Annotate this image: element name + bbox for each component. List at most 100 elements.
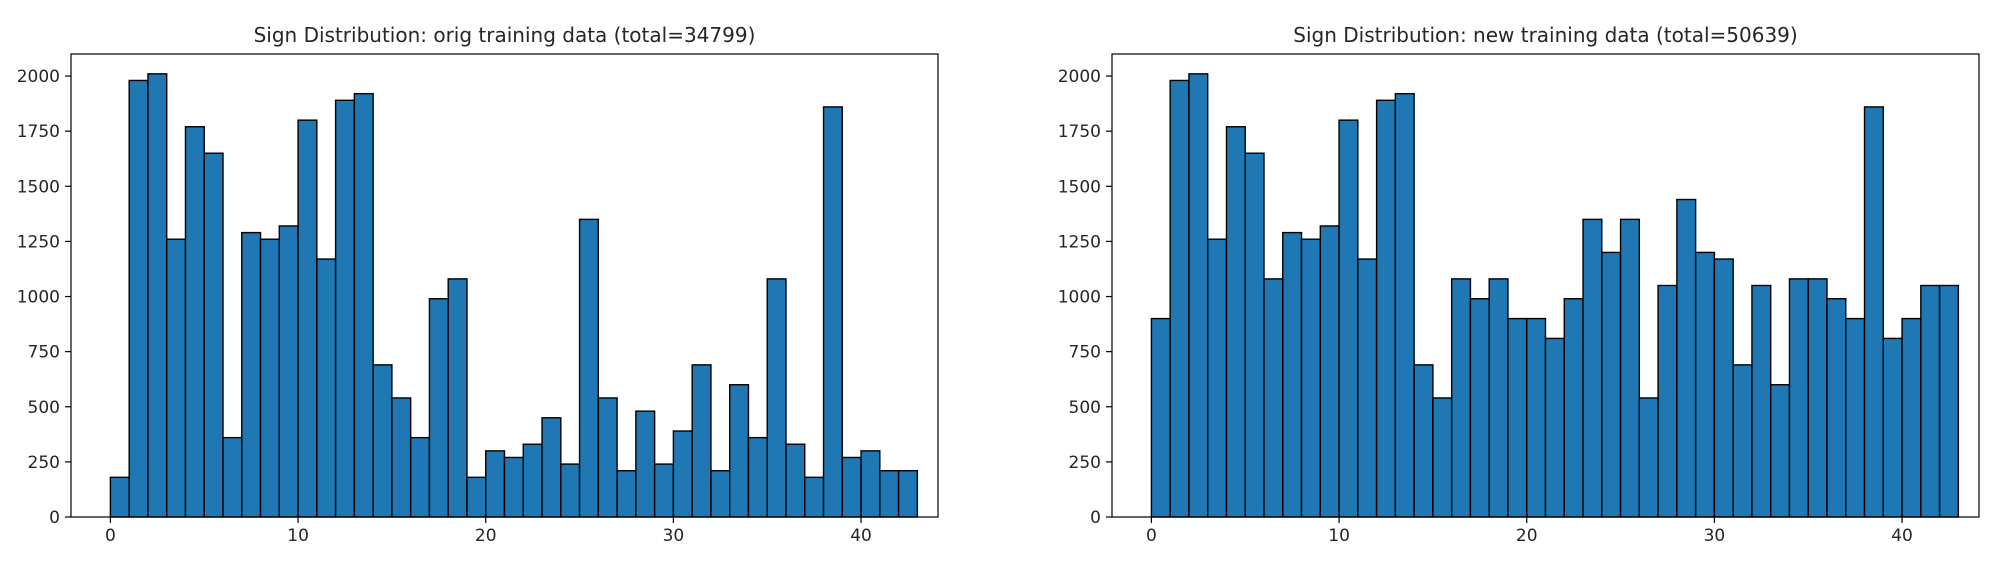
x-tick-label: 0 (1146, 526, 1157, 546)
histogram-bar (1263, 278, 1284, 518)
histogram-bar (785, 443, 806, 518)
histogram-bar (391, 397, 412, 518)
histogram-bar (1357, 258, 1378, 518)
histogram-bar (447, 278, 468, 518)
histogram-bar (1282, 231, 1303, 518)
x-tick-label: 20 (1516, 526, 1538, 546)
y-tick-label: 2000 (1058, 67, 1101, 87)
histogram-bar (1826, 298, 1847, 518)
histogram-bar (372, 364, 393, 518)
histogram-bar (409, 436, 431, 518)
x-tick-label: 20 (475, 526, 497, 546)
x-tick-label: 30 (663, 526, 685, 546)
histogram-bar (503, 456, 524, 518)
y-tick-label: 250 (1069, 453, 1101, 473)
histogram-bar (1863, 106, 1884, 518)
histogram-bar (1244, 152, 1265, 518)
histogram-bar (1450, 278, 1472, 518)
x-tick-label: 10 (287, 526, 309, 546)
x-tick-label: 30 (1704, 526, 1726, 546)
chart-panel-new: 0 10 20 30 40 0 250 500 750 1000 1250 1500 1750 2000 S… (1058, 23, 1980, 546)
histogram-bar (241, 231, 262, 518)
y-tick-label: 1250 (1058, 232, 1101, 252)
histogram-bar (1469, 298, 1490, 518)
histogram-bar (166, 238, 187, 518)
y-tick-label: 0 (49, 508, 60, 528)
histogram-bar (334, 99, 356, 518)
histogram-bar (1225, 126, 1246, 518)
histogram-bar (222, 436, 243, 518)
histogram-bar (1582, 218, 1603, 518)
histogram-bar (560, 463, 581, 518)
histogram-bar (353, 92, 374, 518)
histogram-bar (541, 417, 562, 518)
histogram-bar (1769, 384, 1791, 518)
y-tick-label: 1000 (17, 288, 60, 308)
histogram-bar (1807, 278, 1828, 518)
histogram-bar (578, 218, 600, 518)
histogram-bar (522, 443, 543, 518)
histogram-bar (879, 470, 900, 518)
histogram-bar (485, 450, 506, 518)
histogram-bar (1882, 337, 1903, 518)
y-tick-label: 1750 (17, 122, 60, 142)
histogram-bar (466, 476, 487, 518)
histogram-bar (1676, 198, 1697, 518)
histogram-bar (1732, 364, 1753, 518)
histogram-bar (1526, 317, 1547, 518)
histogram-bar (1563, 298, 1584, 518)
y-tick-label: 1250 (17, 232, 60, 252)
histogram-bar (1788, 278, 1809, 518)
histogram-bar (672, 430, 693, 518)
x-tick-label: 40 (850, 526, 872, 546)
y-tick-label: 1000 (1058, 288, 1101, 308)
histogram-bar (109, 476, 130, 518)
histogram-bar (1432, 397, 1453, 518)
x-tick-label: 40 (1891, 526, 1913, 546)
y-tick-label: 500 (28, 398, 60, 418)
histogram-bar (184, 126, 205, 518)
y-tick-label: 250 (28, 453, 60, 473)
chart-title: Sign Distribution: new training data (to… (1293, 23, 1797, 47)
histogram-bar (897, 470, 919, 518)
histogram-bar (635, 410, 656, 518)
chart-title: Sign Distribution: orig training data (t… (254, 23, 756, 47)
histogram-bar (1657, 284, 1678, 518)
histogram-bar (1601, 251, 1622, 518)
histogram-bar (1751, 284, 1772, 518)
histogram-bar (860, 450, 881, 518)
axes-frame (70, 53, 939, 518)
histogram-bar (597, 397, 618, 518)
histogram-bar (804, 476, 825, 518)
histogram-bar (316, 258, 337, 518)
histogram-bar (1713, 258, 1734, 518)
histogram-bar (616, 470, 637, 518)
histogram-bar (278, 225, 299, 518)
histogram-bar (1169, 79, 1190, 518)
chart-panel-orig: 0 10 20 30 40 0 250 500 750 1000 1250 1500 1750 2000 S… (17, 23, 939, 546)
y-tick-label: 750 (1069, 343, 1101, 363)
histogram-bar (147, 73, 168, 518)
histogram-bar (1375, 99, 1397, 518)
histogram-bar (1694, 251, 1716, 518)
histogram-bar (841, 456, 862, 518)
histogram-bar (747, 436, 768, 518)
histogram-bar (1619, 218, 1641, 518)
y-tick-label: 750 (28, 343, 60, 363)
axes-frame (1111, 53, 1980, 518)
histogram-bar (1544, 337, 1565, 518)
histogram-bar (822, 106, 843, 518)
histogram-bar (259, 238, 281, 518)
histogram-bar (128, 79, 149, 518)
x-tick-label: 10 (1328, 526, 1350, 546)
y-tick-label: 0 (1090, 508, 1101, 528)
y-tick-label: 1500 (1058, 177, 1101, 197)
y-tick-label: 1500 (17, 177, 60, 197)
x-tick-label: 0 (105, 526, 116, 546)
histogram-bar (766, 278, 787, 518)
histogram-bar (1338, 119, 1359, 518)
histogram-bar (1150, 317, 1171, 518)
y-tick-label: 500 (1069, 398, 1101, 418)
histogram-bar (1901, 317, 1922, 518)
